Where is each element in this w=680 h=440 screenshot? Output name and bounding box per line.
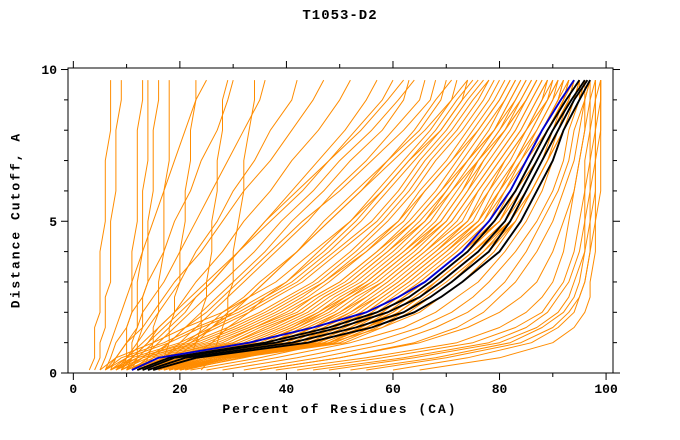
gdt-curve-orange	[104, 79, 474, 371]
x-tick-label: 0	[69, 382, 77, 397]
gdt-curve-orange	[222, 79, 586, 371]
gdt-curve-orange	[88, 80, 112, 371]
x-tick-label: 40	[279, 382, 295, 397]
gdt-curve-orange	[99, 79, 207, 371]
gdt-curve-orange	[137, 79, 538, 371]
gdt-curve-orange	[131, 79, 437, 371]
gdt-curve-orange	[297, 79, 596, 371]
x-axis-label: Percent of Residues (CA)	[222, 402, 458, 417]
x-tick-label: 80	[492, 382, 508, 397]
gdt-curve-orange	[158, 79, 447, 371]
gdt-curve-orange	[110, 79, 484, 371]
gdt-curve-black	[136, 79, 581, 371]
gdt-curve-orange	[126, 79, 506, 371]
gdt-curve-orange	[350, 79, 602, 371]
x-tick-label: 60	[385, 382, 401, 397]
gdt-curve-orange	[328, 80, 596, 371]
gdt-curve-orange	[115, 79, 490, 371]
gdt-curve-black	[147, 79, 589, 371]
gdt-curve-orange	[120, 79, 351, 371]
gdt-curve-orange	[99, 79, 468, 371]
gdt-curve-orange	[142, 79, 522, 371]
gdt-curve-orange	[259, 79, 591, 371]
gdt-curve-orange	[110, 79, 266, 371]
gdt-curve-orange	[259, 80, 591, 371]
gdt-curve-orange	[104, 79, 325, 371]
gdt-curve-black	[142, 79, 586, 371]
gdt-curve-orange	[168, 79, 469, 371]
gdt-curve-orange	[120, 80, 144, 371]
x-tick-label: 20	[172, 382, 188, 397]
gdt-curve-orange	[105, 79, 479, 371]
gdt-curve-orange	[121, 79, 500, 371]
x-tick-label: 100	[594, 382, 618, 397]
gdt-curve-orange	[94, 80, 122, 371]
gdt-curve-orange	[131, 80, 160, 371]
gdt-curve-orange	[243, 80, 586, 371]
gdt-curve-orange	[366, 80, 602, 371]
gdt-curve-orange	[126, 79, 415, 371]
y-tick-label: 10	[41, 63, 57, 78]
y-tick-label: 0	[49, 367, 57, 382]
gdt-curve-orange	[115, 79, 404, 371]
gdt-curve-orange	[142, 80, 170, 371]
gdt-curve-orange	[126, 80, 149, 371]
gdt-curve-orange	[313, 80, 596, 371]
y-tick-label: 5	[49, 215, 57, 230]
gdt-curve-orange	[147, 79, 538, 371]
gdt-curve-orange	[419, 80, 602, 371]
gdt-curve-orange	[147, 79, 426, 371]
plot-border	[67, 67, 614, 374]
gdt-curve-orange	[115, 79, 511, 371]
gdt-curve-black	[152, 79, 591, 371]
gdt-curve-orange	[158, 79, 554, 371]
chart-title: T1053-D2	[302, 8, 378, 24]
gdt-curve-orange	[121, 79, 495, 371]
gdt-curve-blue	[131, 79, 575, 371]
gdt-curve-orange	[110, 79, 490, 371]
gdt-curve-orange	[104, 79, 234, 371]
gdt-curve-orange	[110, 79, 394, 371]
gdt-curve-orange	[131, 79, 516, 371]
gdt-curve-orange	[163, 79, 564, 371]
gdt-curve-orange	[142, 79, 458, 371]
gdt-curve-orange	[131, 79, 527, 371]
gdt-curve-orange	[152, 79, 452, 371]
